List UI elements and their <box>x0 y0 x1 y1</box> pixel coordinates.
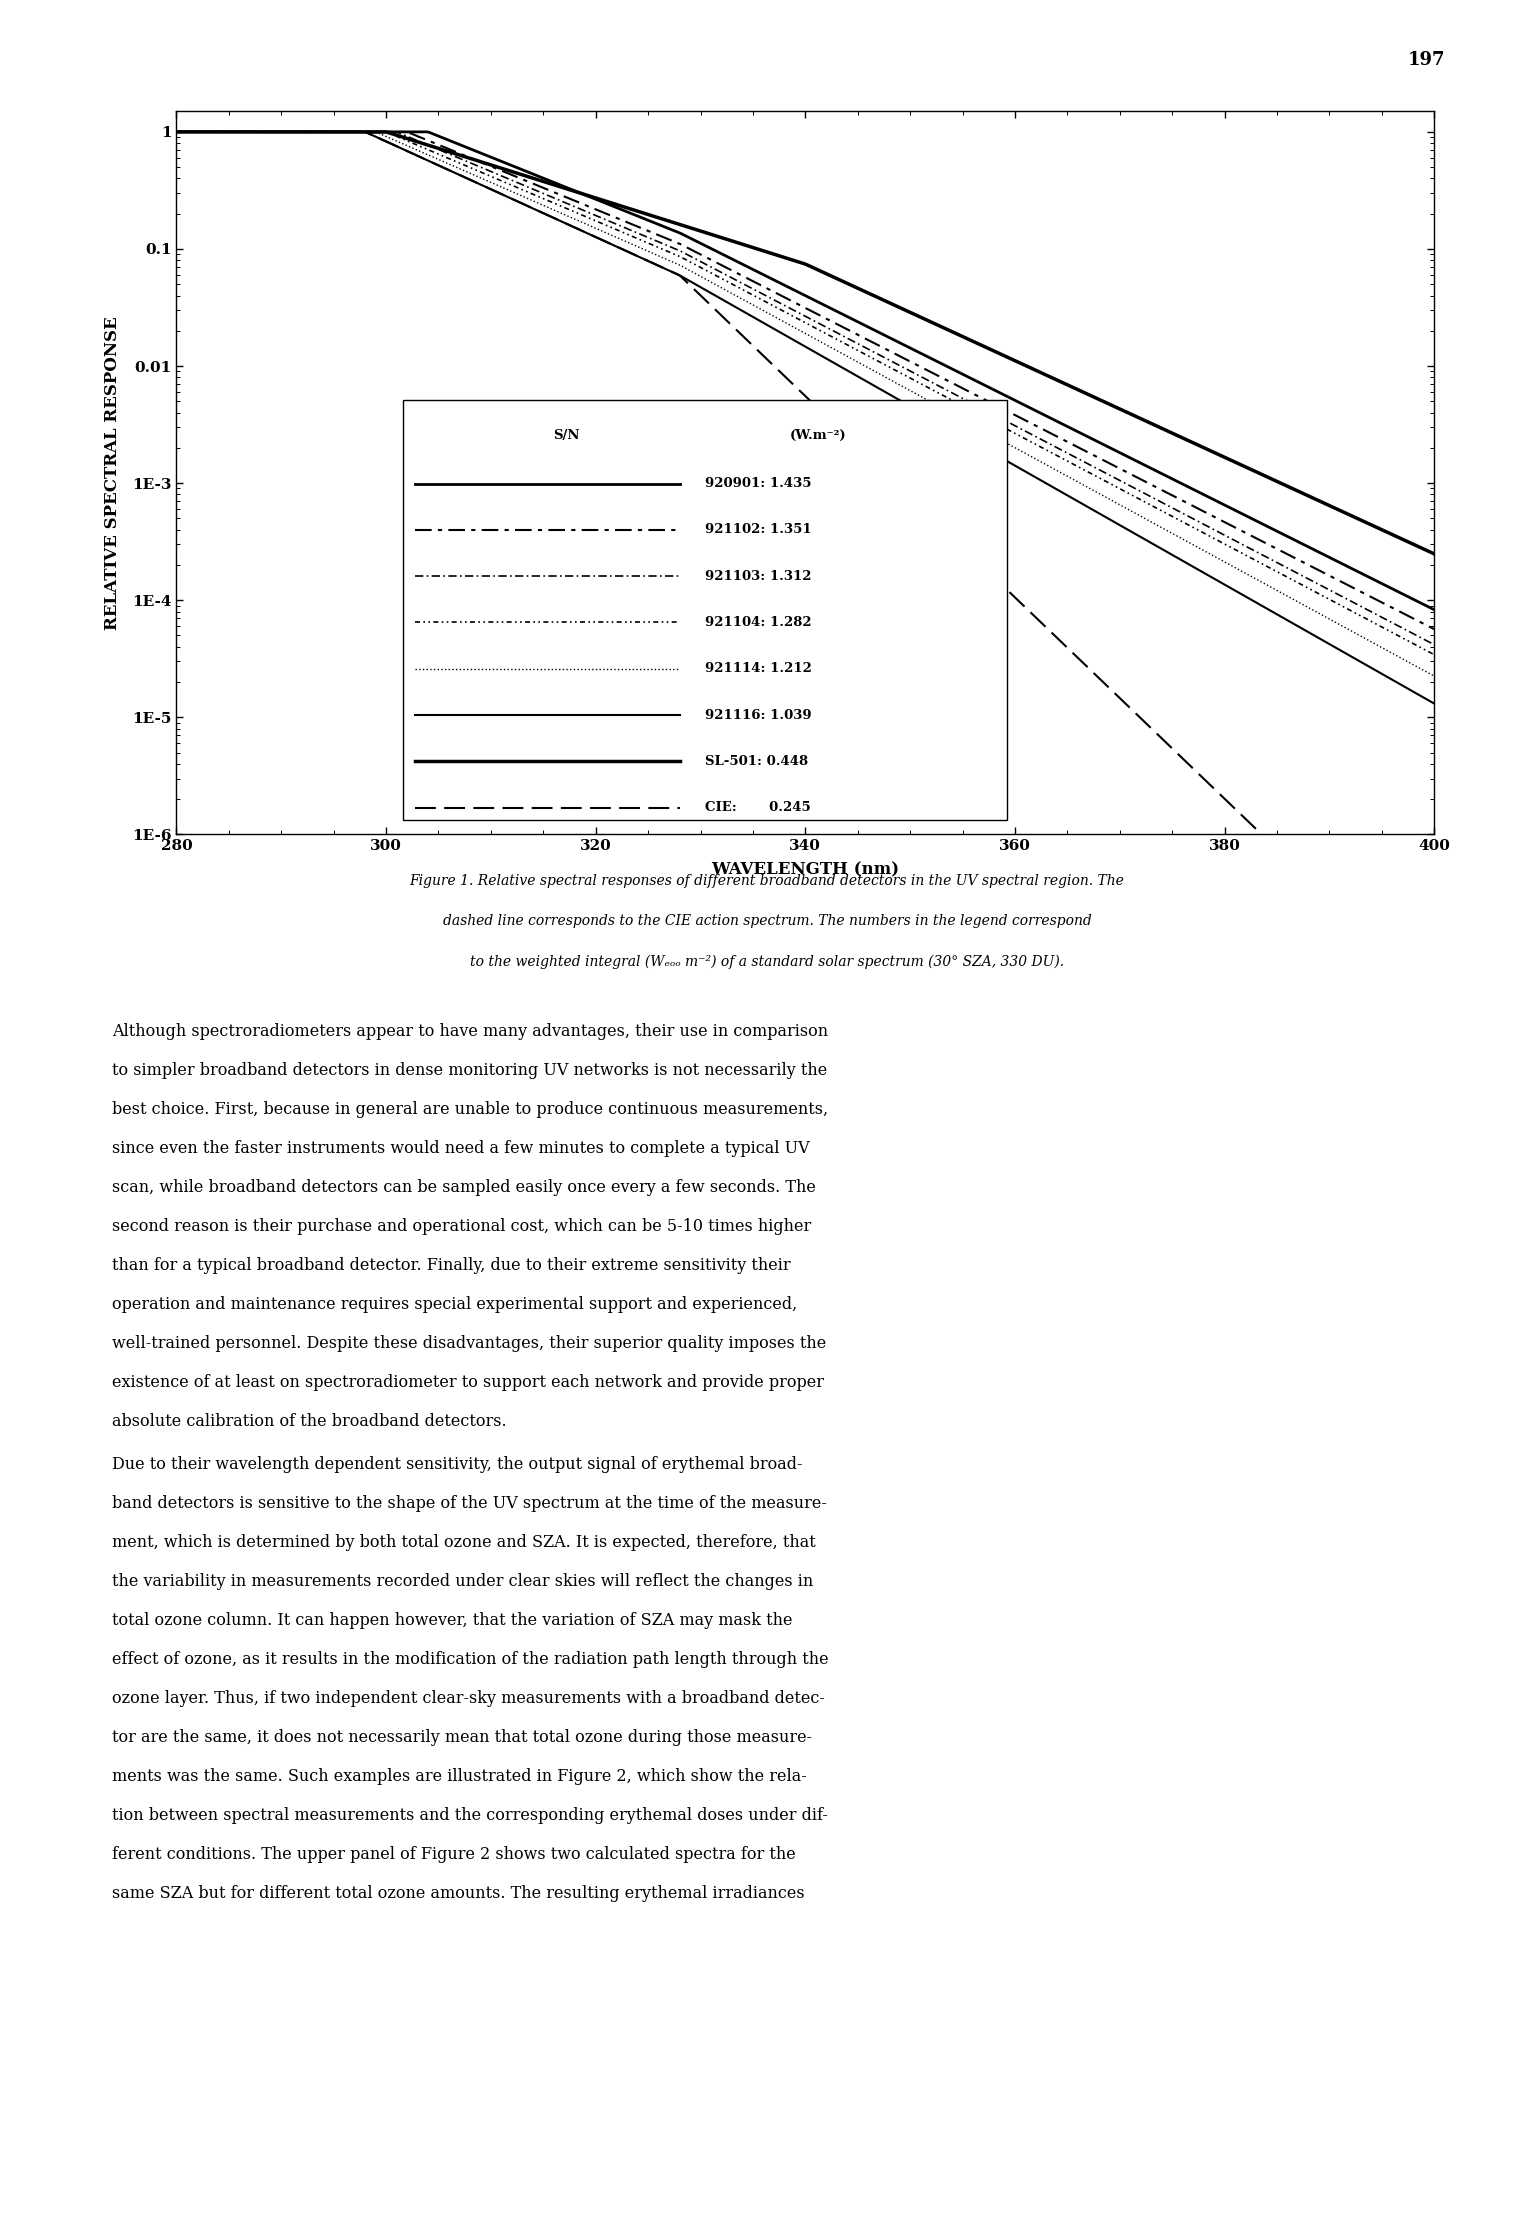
Text: ferent conditions. The upper panel of Figure 2 shows two calculated spectra for : ferent conditions. The upper panel of Fi… <box>112 1847 796 1862</box>
Text: 921103: 1.312: 921103: 1.312 <box>704 570 811 583</box>
Text: 921102: 1.351: 921102: 1.351 <box>704 523 811 536</box>
Text: Although spectroradiometers appear to have many advantages, their use in compari: Although spectroradiometers appear to ha… <box>112 1024 828 1041</box>
Text: band detectors is sensitive to the shape of the UV spectrum at the time of the m: band detectors is sensitive to the shape… <box>112 1495 827 1513</box>
Text: to simpler broadband detectors in dense monitoring UV networks is not necessaril: to simpler broadband detectors in dense … <box>112 1061 827 1079</box>
Text: ozone layer. Thus, if two independent clear-sky measurements with a broadband de: ozone layer. Thus, if two independent cl… <box>112 1691 825 1707</box>
Text: absolute calibration of the broadband detectors.: absolute calibration of the broadband de… <box>112 1413 506 1431</box>
Text: ments was the same. Such examples are illustrated in Figure 2, which show the re: ments was the same. Such examples are il… <box>112 1769 807 1784</box>
Text: effect of ozone, as it results in the modification of the radiation path length : effect of ozone, as it results in the mo… <box>112 1651 828 1669</box>
Y-axis label: RELATIVE SPECTRAL RESPONSE: RELATIVE SPECTRAL RESPONSE <box>104 316 121 630</box>
Text: to the weighted integral (Wₑₒₒ m⁻²) of a standard solar spectrum (30° SZA, 330 D: to the weighted integral (Wₑₒₒ m⁻²) of a… <box>469 955 1065 968</box>
Text: tion between spectral measurements and the corresponding erythemal doses under d: tion between spectral measurements and t… <box>112 1807 828 1824</box>
Text: 921104: 1.282: 921104: 1.282 <box>704 616 811 630</box>
Text: than for a typical broadband detector. Finally, due to their extreme sensitivity: than for a typical broadband detector. F… <box>112 1257 790 1275</box>
Text: CIE:       0.245: CIE: 0.245 <box>704 801 810 814</box>
Text: 921116: 1.039: 921116: 1.039 <box>704 708 811 721</box>
Text: ment, which is determined by both total ozone and SZA. It is expected, therefore: ment, which is determined by both total … <box>112 1535 816 1551</box>
Text: S/N: S/N <box>554 429 580 443</box>
Bar <box>403 400 1006 819</box>
Text: dashed line corresponds to the CIE action spectrum. The numbers in the legend co: dashed line corresponds to the CIE actio… <box>443 914 1091 928</box>
Text: 197: 197 <box>1408 51 1445 69</box>
Text: (W.m⁻²): (W.m⁻²) <box>790 429 847 443</box>
Text: total ozone column. It can happen however, that the variation of SZA may mask th: total ozone column. It can happen howeve… <box>112 1611 793 1629</box>
Text: tor are the same, it does not necessarily mean that total ozone during those mea: tor are the same, it does not necessaril… <box>112 1729 811 1747</box>
Text: SL-501: 0.448: SL-501: 0.448 <box>704 754 808 768</box>
Text: operation and maintenance requires special experimental support and experienced,: operation and maintenance requires speci… <box>112 1295 798 1313</box>
Text: scan, while broadband detectors can be sampled easily once every a few seconds. : scan, while broadband detectors can be s… <box>112 1179 816 1197</box>
Text: 921114: 1.212: 921114: 1.212 <box>704 663 811 674</box>
Text: Figure 1. Relative spectral responses of different broadband detectors in the UV: Figure 1. Relative spectral responses of… <box>410 874 1124 888</box>
Text: existence of at least on spectroradiometer to support each network and provide p: existence of at least on spectroradiomet… <box>112 1373 824 1391</box>
Text: same SZA but for different total ozone amounts. The resulting erythemal irradian: same SZA but for different total ozone a… <box>112 1885 805 1902</box>
X-axis label: WAVELENGTH (nm): WAVELENGTH (nm) <box>712 861 899 879</box>
Text: Due to their wavelength dependent sensitivity, the output signal of erythemal br: Due to their wavelength dependent sensit… <box>112 1457 802 1473</box>
Text: best choice. First, because in general are unable to produce continuous measurem: best choice. First, because in general a… <box>112 1101 828 1119</box>
Text: the variability in measurements recorded under clear skies will reflect the chan: the variability in measurements recorded… <box>112 1573 813 1591</box>
Text: second reason is their purchase and operational cost, which can be 5-10 times hi: second reason is their purchase and oper… <box>112 1217 811 1235</box>
Text: since even the faster instruments would need a few minutes to complete a typical: since even the faster instruments would … <box>112 1139 810 1157</box>
Text: 920901: 1.435: 920901: 1.435 <box>704 476 811 490</box>
Text: well-trained personnel. Despite these disadvantages, their superior quality impo: well-trained personnel. Despite these di… <box>112 1335 827 1353</box>
